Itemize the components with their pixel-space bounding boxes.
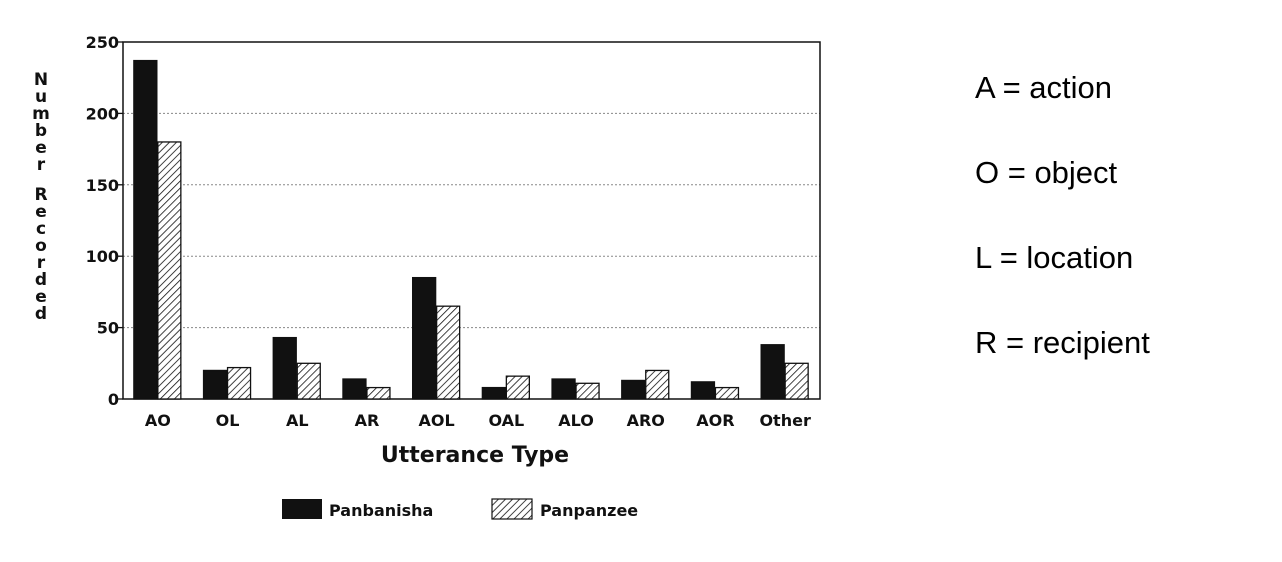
bar-panpanzee [366,386,391,400]
bar-panpanzee [575,382,600,400]
x-tick-label: AO [145,411,171,430]
bar-panbanisha [481,386,507,400]
key-location: L = location [975,240,1134,275]
x-tick-label: AOR [696,411,734,430]
y-axis-label-letter: e [35,287,47,307]
plot-frame [122,41,821,400]
key-action: A = action [975,70,1113,105]
y-tick-label: 100 [86,247,119,266]
x-tick-label: Other [759,411,810,430]
y-axis-label-letter: R [34,185,47,205]
y-tick-label: 250 [86,33,119,52]
legend: Panbanisha Panpanzee [282,498,638,520]
bar-panbanisha [342,378,367,400]
gridlines [123,112,820,329]
legend-label-panbanisha: Panbanisha [329,501,433,520]
x-tick-label: ARO [627,411,665,430]
y-axis-label-letter: N [34,70,48,90]
bars [133,59,809,400]
x-tick-label: AL [286,411,309,430]
bar-panbanisha [133,59,158,400]
bar-panbanisha [690,381,716,400]
y-axis-label-letter: r [37,155,46,175]
x-axis-ticks: AO OL AL AR AOL OAL ALO ARO AOR Other [145,411,811,430]
x-tick-label: AOL [419,411,455,430]
bar-panbanisha [621,379,646,400]
bar-panbanisha [411,276,437,400]
key-recipient: R = recipient [975,325,1150,360]
x-axis-label: Utterance Type [381,443,569,468]
bar-panpanzee [505,375,531,400]
bar-panpanzee [714,386,740,400]
bar-panpanzee [645,369,670,400]
y-tick-label: 50 [97,319,119,338]
key-object: O = object [975,155,1118,190]
y-axis-label-letter: r [37,253,46,273]
x-tick-label: ALO [558,411,594,430]
y-axis-label-letter: o [35,236,47,256]
bar-panbanisha [202,369,228,400]
bar-panpanzee [435,305,461,400]
x-tick-label: AR [355,411,380,430]
x-tick-label: OAL [488,411,524,430]
y-axis-label-letter: b [35,121,47,141]
bar-panbanisha [760,344,785,400]
bar-chart: 0 50 100 150 200 250 AO OL AL AR AOL OAL ALO ARO AOR O… [32,33,821,520]
y-axis-label-letter: e [35,138,47,158]
bar-panbanisha [551,378,576,400]
y-axis-label-letter: u [35,87,47,107]
legend-swatch-panpanzee [491,498,533,520]
y-tick-label: 0 [108,390,119,409]
y-axis-label-letter: e [35,202,47,222]
bar-panbanisha [272,336,297,400]
x-tick-label: OL [216,411,240,430]
bar-panpanzee [226,366,252,400]
bar-panpanzee [296,362,321,400]
y-tick-label: 200 [86,104,119,123]
y-axis-label-letter: m [32,104,50,124]
y-axis-ticks: 0 50 100 150 200 250 [86,33,123,409]
y-axis-label-letter: c [36,219,46,239]
bar-panpanzee [157,141,182,400]
y-tick-label: 150 [86,176,119,195]
legend-swatch-panbanisha [282,499,322,519]
y-axis-label-letter: d [35,304,47,324]
legend-label-panpanzee: Panpanzee [540,501,638,520]
y-axis-label-letter: d [35,270,47,290]
bar-panpanzee [784,362,809,400]
